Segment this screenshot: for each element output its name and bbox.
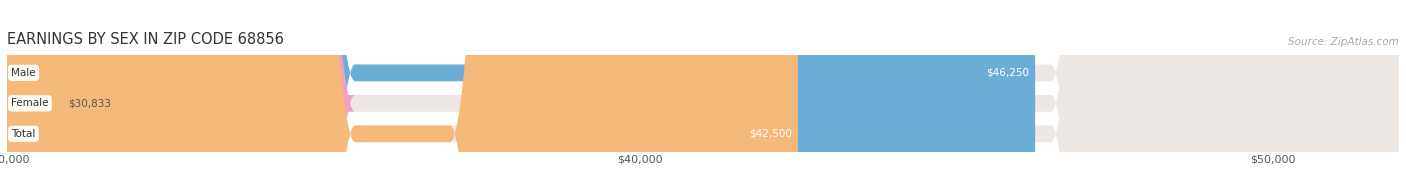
Text: $46,250: $46,250 [987, 68, 1029, 78]
Text: Total: Total [11, 129, 35, 139]
Text: $42,500: $42,500 [749, 129, 793, 139]
FancyBboxPatch shape [7, 0, 1399, 195]
FancyBboxPatch shape [7, 0, 1035, 195]
Text: Male: Male [11, 68, 35, 78]
FancyBboxPatch shape [7, 0, 1399, 195]
Text: EARNINGS BY SEX IN ZIP CODE 68856: EARNINGS BY SEX IN ZIP CODE 68856 [7, 32, 284, 47]
FancyBboxPatch shape [7, 0, 1399, 195]
Text: $30,833: $30,833 [67, 98, 111, 108]
Text: Source: ZipAtlas.com: Source: ZipAtlas.com [1288, 37, 1399, 47]
FancyBboxPatch shape [0, 0, 354, 195]
FancyBboxPatch shape [7, 0, 799, 195]
Text: Female: Female [11, 98, 49, 108]
